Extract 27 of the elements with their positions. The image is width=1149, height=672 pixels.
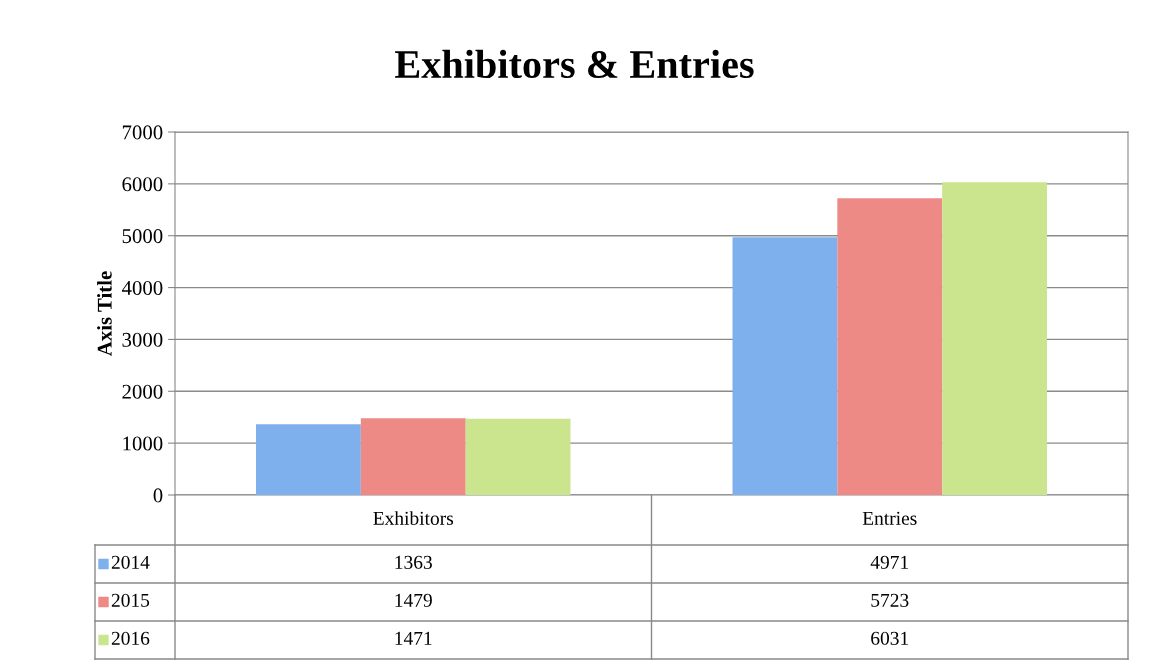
x-tick-label: Entries bbox=[862, 511, 917, 525]
legend-label: 2016 bbox=[111, 631, 150, 645]
y-tick-label: 7000 bbox=[122, 125, 163, 140]
legend-label: 2014 bbox=[111, 555, 150, 569]
y-tick-label: 0 bbox=[153, 488, 163, 503]
bar bbox=[732, 237, 838, 495]
x-tick-label: Exhibitors bbox=[373, 511, 454, 525]
bar bbox=[465, 418, 571, 495]
data-label: 1479 bbox=[395, 593, 432, 607]
y-tick-label: 5000 bbox=[122, 229, 163, 244]
bar bbox=[942, 182, 1047, 495]
data-label: 1471 bbox=[395, 631, 432, 645]
bar bbox=[360, 418, 466, 495]
y-axis-title: Axis Title bbox=[97, 271, 112, 357]
y-tick-label: 2000 bbox=[122, 384, 163, 399]
bar bbox=[256, 424, 361, 495]
y-tick-label: 6000 bbox=[122, 177, 163, 192]
data-label: 5723 bbox=[871, 593, 909, 607]
chart-title: Exhibitors & Entries bbox=[395, 49, 754, 79]
bar bbox=[837, 198, 943, 495]
y-tick-label: 1000 bbox=[123, 436, 163, 451]
data-label: 4971 bbox=[870, 555, 909, 569]
data-label: 1363 bbox=[395, 555, 432, 569]
y-tick-label: 4000 bbox=[121, 280, 163, 295]
legend-label: 2015 bbox=[111, 593, 150, 607]
y-tick-label: 3000 bbox=[122, 332, 163, 347]
data-label: 6031 bbox=[871, 631, 909, 645]
